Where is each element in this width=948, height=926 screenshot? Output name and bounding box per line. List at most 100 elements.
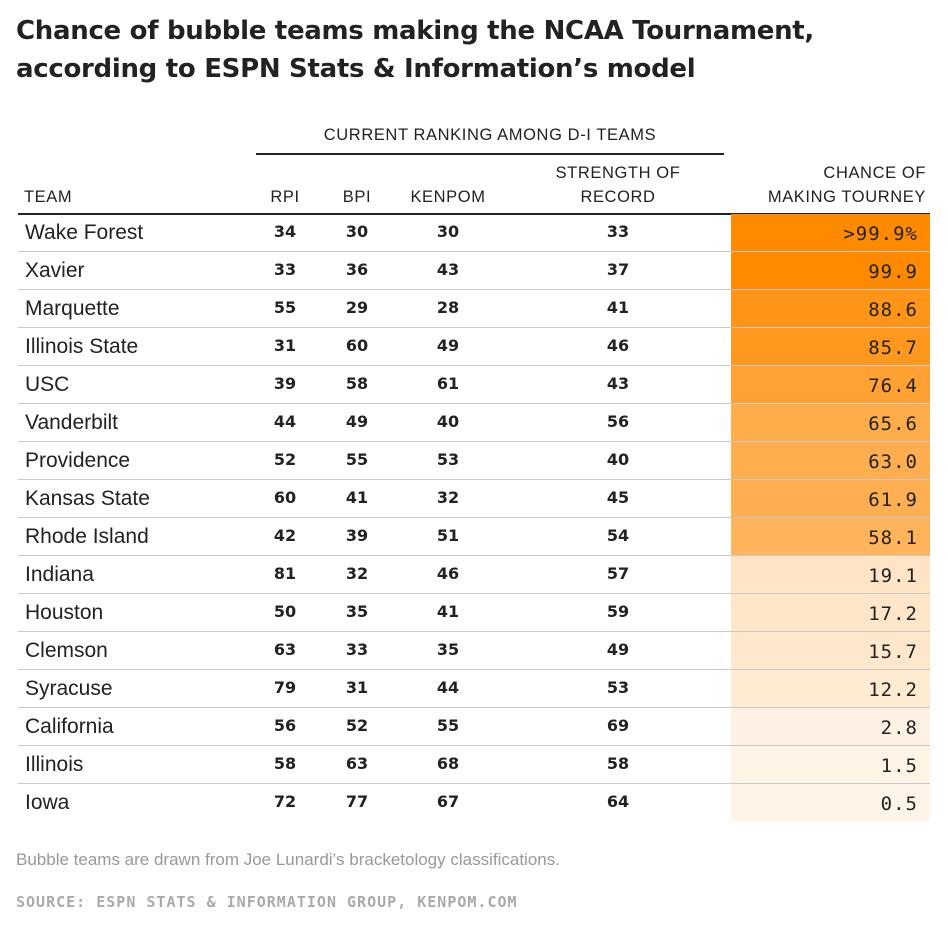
chance-value: 85.7 xyxy=(868,337,918,359)
team-name: Providence xyxy=(25,449,131,472)
sor-rank: 46 xyxy=(606,336,630,355)
kenpom-rank: 53 xyxy=(436,450,460,469)
column-header-chance-line1: CHANCE OF xyxy=(823,164,926,182)
sor-rank: 49 xyxy=(606,640,630,659)
chance-cell: 99.9 xyxy=(731,252,930,289)
rpi-rank: 31 xyxy=(273,336,297,355)
column-header-bpi: BPI xyxy=(342,188,372,206)
chance-cell: 63.0 xyxy=(731,442,930,479)
table-row: Wake Forest 34 30 30 33 >99.9% xyxy=(18,214,930,252)
row-divider xyxy=(18,441,930,442)
column-header-kenpom: KENPOM xyxy=(410,188,486,206)
kenpom-rank: 61 xyxy=(436,374,460,393)
chance-cell: 17.2 xyxy=(731,594,930,631)
kenpom-rank: 51 xyxy=(436,526,460,545)
sor-rank: 43 xyxy=(606,374,630,393)
column-header-team: TEAM xyxy=(24,188,73,206)
bpi-rank: 29 xyxy=(345,298,369,317)
table-row: USC 39 58 61 43 76.4 xyxy=(18,366,930,404)
kenpom-rank: 40 xyxy=(436,412,460,431)
chance-value: 88.6 xyxy=(868,299,918,321)
chance-cell: 88.6 xyxy=(731,290,930,327)
bpi-rank: 77 xyxy=(345,792,369,811)
row-divider xyxy=(18,517,930,518)
table-row: Syracuse 79 31 44 53 12.2 xyxy=(18,670,930,708)
table-row: Houston 50 35 41 59 17.2 xyxy=(18,594,930,632)
bpi-rank: 33 xyxy=(345,640,369,659)
kenpom-rank: 55 xyxy=(436,716,460,735)
table-row: Indiana 81 32 46 57 19.1 xyxy=(18,556,930,594)
rpi-rank: 81 xyxy=(273,564,297,583)
bpi-rank: 60 xyxy=(345,336,369,355)
chance-value: 17.2 xyxy=(868,603,918,625)
table-row: Vanderbilt 44 49 40 56 65.6 xyxy=(18,404,930,442)
row-divider xyxy=(18,593,930,594)
bpi-rank: 39 xyxy=(345,526,369,545)
row-divider xyxy=(18,707,930,708)
header-rule xyxy=(18,213,930,215)
sor-rank: 53 xyxy=(606,678,630,697)
bpi-rank: 55 xyxy=(345,450,369,469)
chance-value: 65.6 xyxy=(868,413,918,435)
sor-rank: 64 xyxy=(606,792,630,811)
kenpom-rank: 46 xyxy=(436,564,460,583)
sor-rank: 54 xyxy=(606,526,630,545)
table-row: Illinois State 31 60 49 46 85.7 xyxy=(18,328,930,366)
chance-value: >99.9% xyxy=(843,223,918,245)
team-name: California xyxy=(25,715,114,738)
bpi-rank: 63 xyxy=(345,754,369,773)
team-name: Illinois State xyxy=(25,335,139,358)
rpi-rank: 56 xyxy=(273,716,297,735)
table-row: Marquette 55 29 28 41 88.6 xyxy=(18,290,930,328)
kenpom-rank: 43 xyxy=(436,260,460,279)
team-name: USC xyxy=(25,373,70,396)
sor-rank: 69 xyxy=(606,716,630,735)
rpi-rank: 42 xyxy=(273,526,297,545)
chance-value: 15.7 xyxy=(868,641,918,663)
sor-rank: 33 xyxy=(606,222,630,241)
chance-value: 76.4 xyxy=(868,375,918,397)
rpi-rank: 60 xyxy=(273,488,297,507)
kenpom-rank: 44 xyxy=(436,678,460,697)
chance-value: 63.0 xyxy=(868,451,918,473)
bpi-rank: 32 xyxy=(345,564,369,583)
team-name: Wake Forest xyxy=(25,221,144,244)
table-row: Xavier 33 36 43 37 99.9 xyxy=(18,252,930,290)
table-row: Providence 52 55 53 40 63.0 xyxy=(18,442,930,480)
chance-cell: 0.5 xyxy=(731,784,930,821)
bpi-rank: 49 xyxy=(345,412,369,431)
bpi-rank: 30 xyxy=(345,222,369,241)
ranking-group-rule xyxy=(256,153,724,155)
sor-rank: 45 xyxy=(606,488,630,507)
bpi-rank: 58 xyxy=(345,374,369,393)
chance-value: 58.1 xyxy=(868,527,918,549)
rpi-rank: 72 xyxy=(273,792,297,811)
table-row: Clemson 63 33 35 49 15.7 xyxy=(18,632,930,670)
sor-rank: 59 xyxy=(606,602,630,621)
rpi-rank: 55 xyxy=(273,298,297,317)
column-header-chance-line2: MAKING TOURNEY xyxy=(767,188,926,206)
row-divider xyxy=(18,745,930,746)
rpi-rank: 50 xyxy=(273,602,297,621)
footnote: Bubble teams are drawn from Joe Lunardi’… xyxy=(16,850,560,869)
bpi-rank: 36 xyxy=(345,260,369,279)
chance-cell: 76.4 xyxy=(731,366,930,403)
chance-cell: 61.9 xyxy=(731,480,930,517)
team-name: Xavier xyxy=(25,259,85,282)
chance-cell: 58.1 xyxy=(731,518,930,555)
row-divider xyxy=(18,365,930,366)
row-divider xyxy=(18,555,930,556)
chance-value: 0.5 xyxy=(880,793,918,815)
kenpom-rank: 30 xyxy=(436,222,460,241)
team-name: Syracuse xyxy=(25,677,113,700)
row-divider xyxy=(18,669,930,670)
rpi-rank: 34 xyxy=(273,222,297,241)
chance-cell: 65.6 xyxy=(731,404,930,441)
chance-cell: 12.2 xyxy=(731,670,930,707)
rpi-rank: 63 xyxy=(273,640,297,659)
chance-cell: 19.1 xyxy=(731,556,930,593)
chance-value: 1.5 xyxy=(880,755,918,777)
sor-rank: 40 xyxy=(606,450,630,469)
rpi-rank: 79 xyxy=(273,678,297,697)
kenpom-rank: 35 xyxy=(436,640,460,659)
